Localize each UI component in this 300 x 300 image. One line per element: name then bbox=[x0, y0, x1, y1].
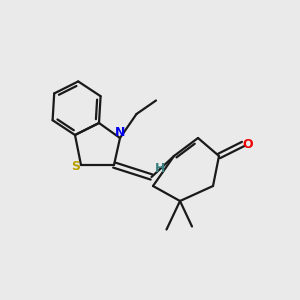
Text: O: O bbox=[242, 137, 253, 151]
Text: N: N bbox=[115, 126, 125, 139]
Text: S: S bbox=[71, 160, 80, 173]
Text: H: H bbox=[155, 162, 166, 175]
